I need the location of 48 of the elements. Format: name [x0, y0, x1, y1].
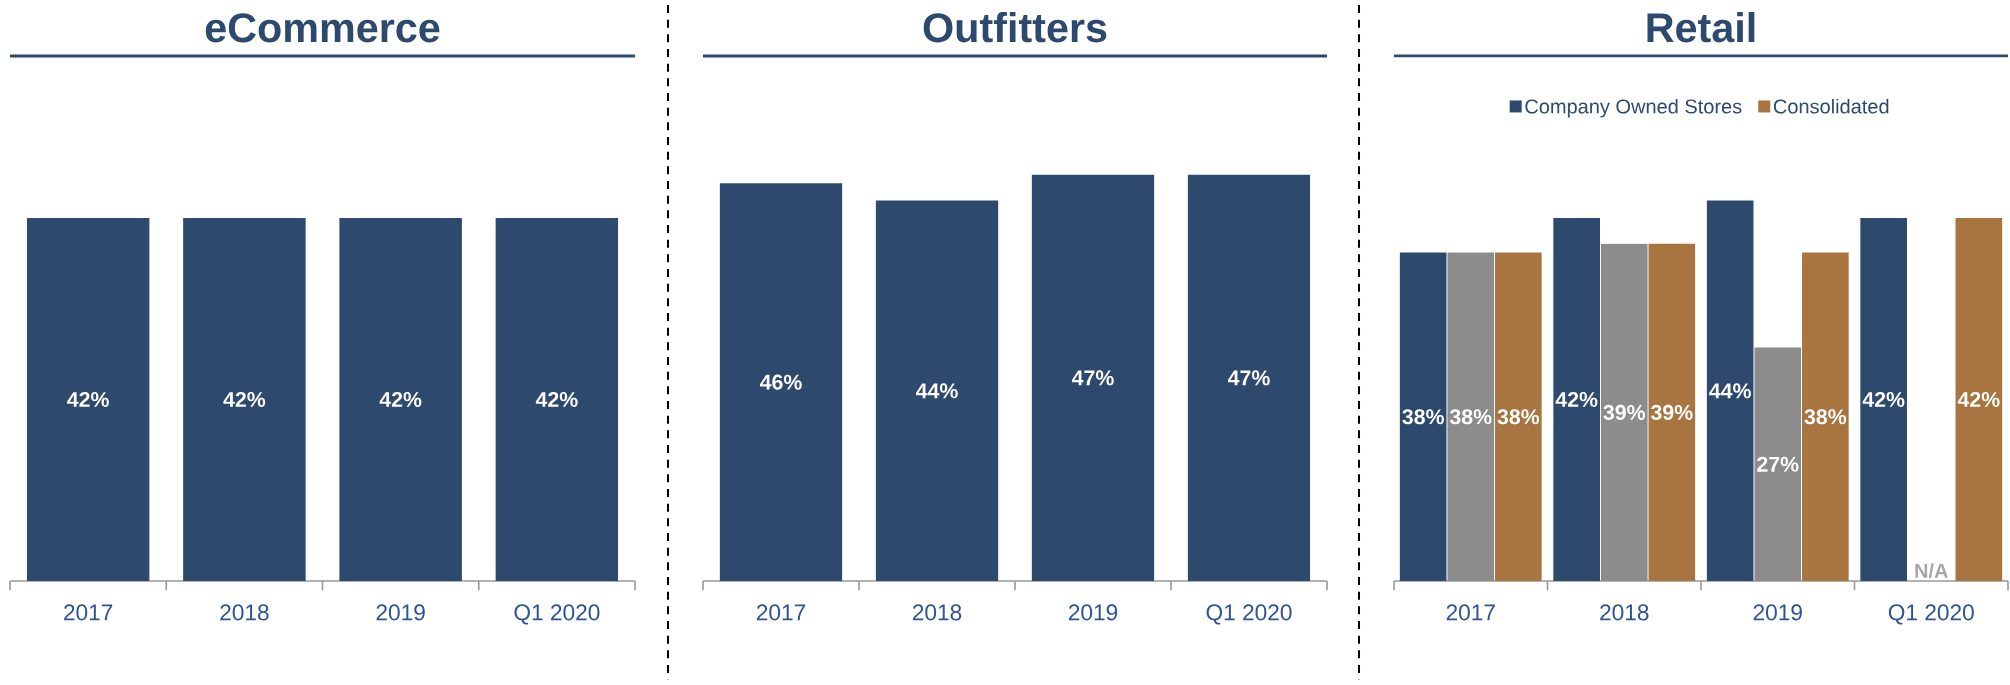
chart-title: Retail [1647, 12, 1755, 43]
data-label: 38% [1804, 409, 1847, 425]
x-tick-label: 2017 [64, 604, 113, 621]
bar [1648, 243, 1696, 581]
data-label: 44% [1709, 383, 1751, 399]
data-label: 42% [1555, 391, 1598, 407]
bar [1754, 347, 1802, 581]
x-tick-label: 2018 [912, 604, 962, 621]
data-label: 27% [1757, 456, 1799, 472]
x-tick-label: Q1 2020 [1888, 604, 1974, 625]
bar [1447, 252, 1495, 581]
data-label: 42% [535, 391, 578, 407]
x-tick-label: 2018 [220, 604, 269, 621]
data-label: 39% [1650, 404, 1693, 420]
x-tick-label: 2019 [1753, 604, 1802, 621]
data-label: 38% [1402, 409, 1444, 425]
chart-title: eCommerce [205, 13, 440, 43]
x-tick-label: 2017 [756, 604, 806, 621]
bar [1706, 200, 1754, 581]
bar [1860, 217, 1907, 581]
text: N/A [1915, 563, 1948, 579]
x-tick-label: 2019 [376, 604, 425, 621]
legend-label: Company Owned Stores [1525, 98, 1742, 118]
data-label: 42% [1957, 391, 2000, 407]
data-label: 44% [915, 383, 958, 399]
legend-label: Consolidated [1773, 98, 1889, 114]
bar [1553, 217, 1600, 581]
data-label: 42% [67, 391, 109, 407]
x-tick-label: 2018 [1600, 604, 1649, 621]
bar [1495, 252, 1542, 581]
data-label: 38% [1497, 409, 1540, 425]
x-tick-label: 2017 [1446, 604, 1495, 621]
x-tick-label: Q1 2020 [514, 604, 600, 625]
data-label: 47% [1071, 370, 1114, 386]
bar [1802, 252, 1849, 581]
x-tick-label: 2019 [1068, 604, 1118, 621]
data-label: 38% [1449, 409, 1492, 425]
data-label: 47% [1227, 370, 1270, 386]
bar [1955, 217, 2003, 581]
data-label: 42% [223, 391, 266, 407]
data-label: 42% [1862, 391, 1905, 407]
chart-title: Outfitters [923, 12, 1107, 43]
bar [1399, 252, 1447, 581]
data-label: 42% [379, 391, 422, 407]
data-label: 39% [1603, 404, 1646, 420]
x-tick-label: Q1 2020 [1206, 604, 1292, 625]
data-label: 46% [759, 374, 802, 390]
bar [1600, 243, 1648, 581]
